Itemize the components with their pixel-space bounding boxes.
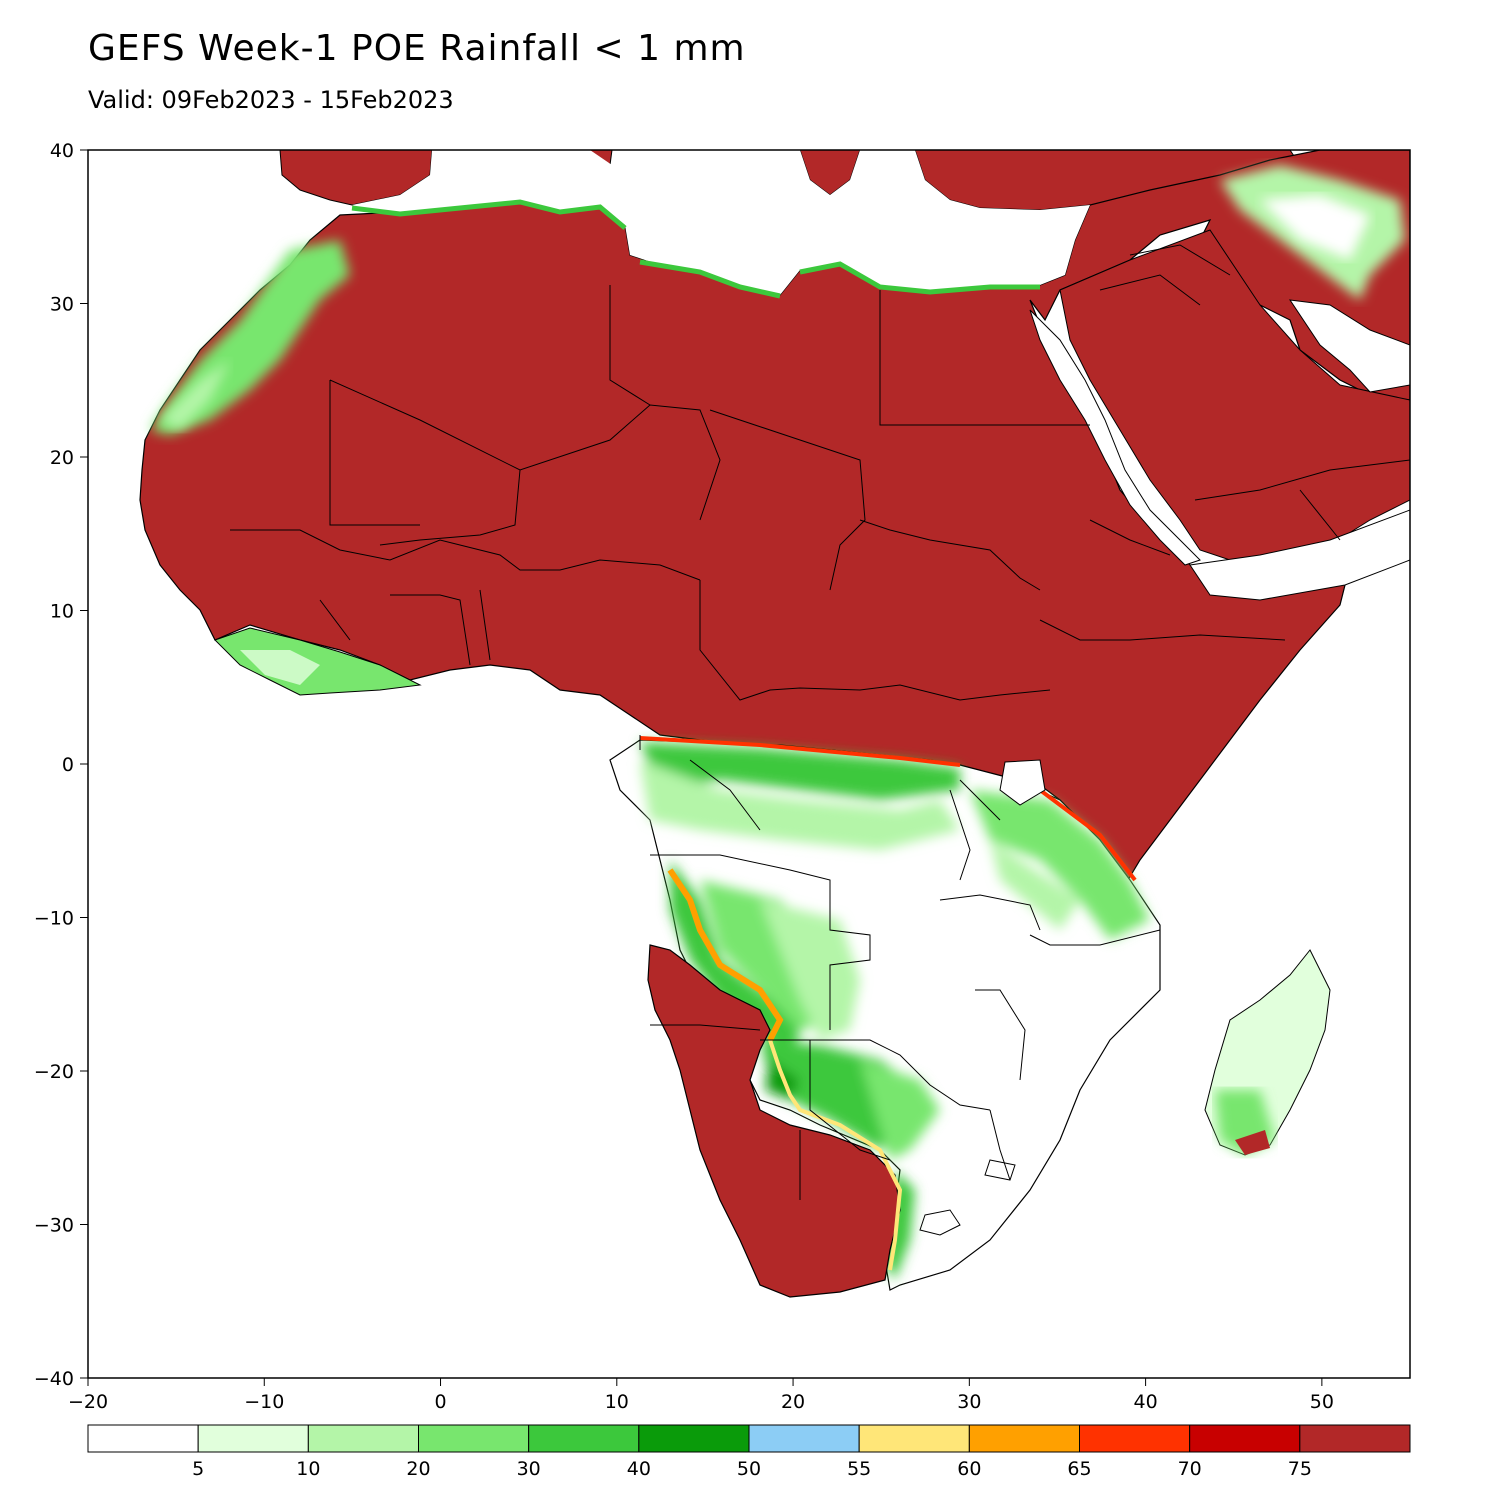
legend-label: 40 bbox=[627, 1458, 651, 1480]
y-tick-label: 20 bbox=[50, 447, 74, 469]
x-tick-label: 40 bbox=[1134, 1391, 1158, 1413]
lake-victoria bbox=[999, 759, 1046, 806]
red-sea bbox=[1029, 309, 1201, 566]
legend-label: 75 bbox=[1288, 1458, 1312, 1480]
legend-label: 5 bbox=[192, 1458, 204, 1480]
x-tick-label: 20 bbox=[781, 1391, 805, 1413]
legend-label: 65 bbox=[1067, 1458, 1091, 1480]
map-fill-layer bbox=[139, 150, 1410, 1298]
mediterranean bbox=[352, 150, 1090, 295]
axis-ticks: −20 −10 0 10 20 30 40 50 40 30 20 10 0 −10 −20 −30 −40 bbox=[34, 140, 1334, 1413]
legend-label: 30 bbox=[517, 1458, 541, 1480]
y-tick-label: −20 bbox=[34, 1061, 74, 1083]
legend-label: 20 bbox=[406, 1458, 430, 1480]
x-tick-label: 10 bbox=[605, 1391, 629, 1413]
legend-swatch bbox=[87, 1424, 199, 1453]
legend-swatch bbox=[968, 1424, 1080, 1453]
y-tick-label: 40 bbox=[50, 140, 74, 162]
legend-swatch bbox=[528, 1424, 640, 1453]
legend-label: 50 bbox=[737, 1458, 761, 1480]
legend-label: 70 bbox=[1178, 1458, 1202, 1480]
north-coast-fringe bbox=[351, 199, 1040, 299]
legend-swatch bbox=[1079, 1424, 1191, 1453]
legend-label: 55 bbox=[847, 1458, 871, 1480]
legend-label: 60 bbox=[957, 1458, 981, 1480]
west-africa-pale bbox=[240, 650, 320, 685]
west-africa-coast-wet bbox=[214, 627, 422, 696]
country-borders bbox=[230, 244, 1410, 1236]
y-tick-label: −40 bbox=[34, 1368, 74, 1390]
gulf-of-aden bbox=[1189, 509, 1410, 601]
x-tick-label: −20 bbox=[68, 1391, 108, 1413]
levant-white bbox=[1260, 195, 1370, 260]
legend-swatch bbox=[1189, 1424, 1301, 1453]
legend-swatch bbox=[418, 1424, 530, 1453]
legend-swatch bbox=[307, 1424, 420, 1453]
legend-swatch bbox=[1299, 1424, 1411, 1453]
y-tick-label: −10 bbox=[34, 908, 74, 930]
y-tick-label: 10 bbox=[50, 601, 74, 623]
map-title: GEFS Week-1 POE Rainfall < 1 mm bbox=[88, 28, 746, 69]
color-legend: 5 10 20 30 40 50 55 60 65 70 75 bbox=[87, 1424, 1411, 1480]
map-subtitle: Valid: 09Feb2023 - 15Feb2023 bbox=[88, 86, 454, 114]
legend-swatch bbox=[638, 1424, 750, 1453]
y-tick-label: −30 bbox=[34, 1215, 74, 1237]
persian-gulf bbox=[1288, 299, 1410, 393]
x-tick-label: −10 bbox=[244, 1391, 284, 1413]
x-tick-label: 50 bbox=[1310, 1391, 1334, 1413]
legend-swatch bbox=[197, 1424, 309, 1453]
dry-edge-fringe-2 bbox=[768, 1039, 903, 1271]
legend-label: 10 bbox=[296, 1458, 320, 1480]
madagascar-tip bbox=[1235, 1130, 1270, 1155]
legend-swatch bbox=[858, 1424, 970, 1453]
legend-swatch bbox=[748, 1424, 860, 1453]
y-tick-label: 30 bbox=[50, 294, 74, 316]
y-tick-label: 0 bbox=[62, 754, 74, 776]
dry-edge-fringe-3 bbox=[639, 736, 1137, 882]
x-tick-label: 30 bbox=[957, 1391, 981, 1413]
morocco-pale bbox=[160, 360, 230, 430]
wet-gradient-bands bbox=[640, 742, 1150, 1280]
x-tick-label: 0 bbox=[434, 1391, 446, 1413]
dry-edge-fringe bbox=[667, 868, 784, 1042]
